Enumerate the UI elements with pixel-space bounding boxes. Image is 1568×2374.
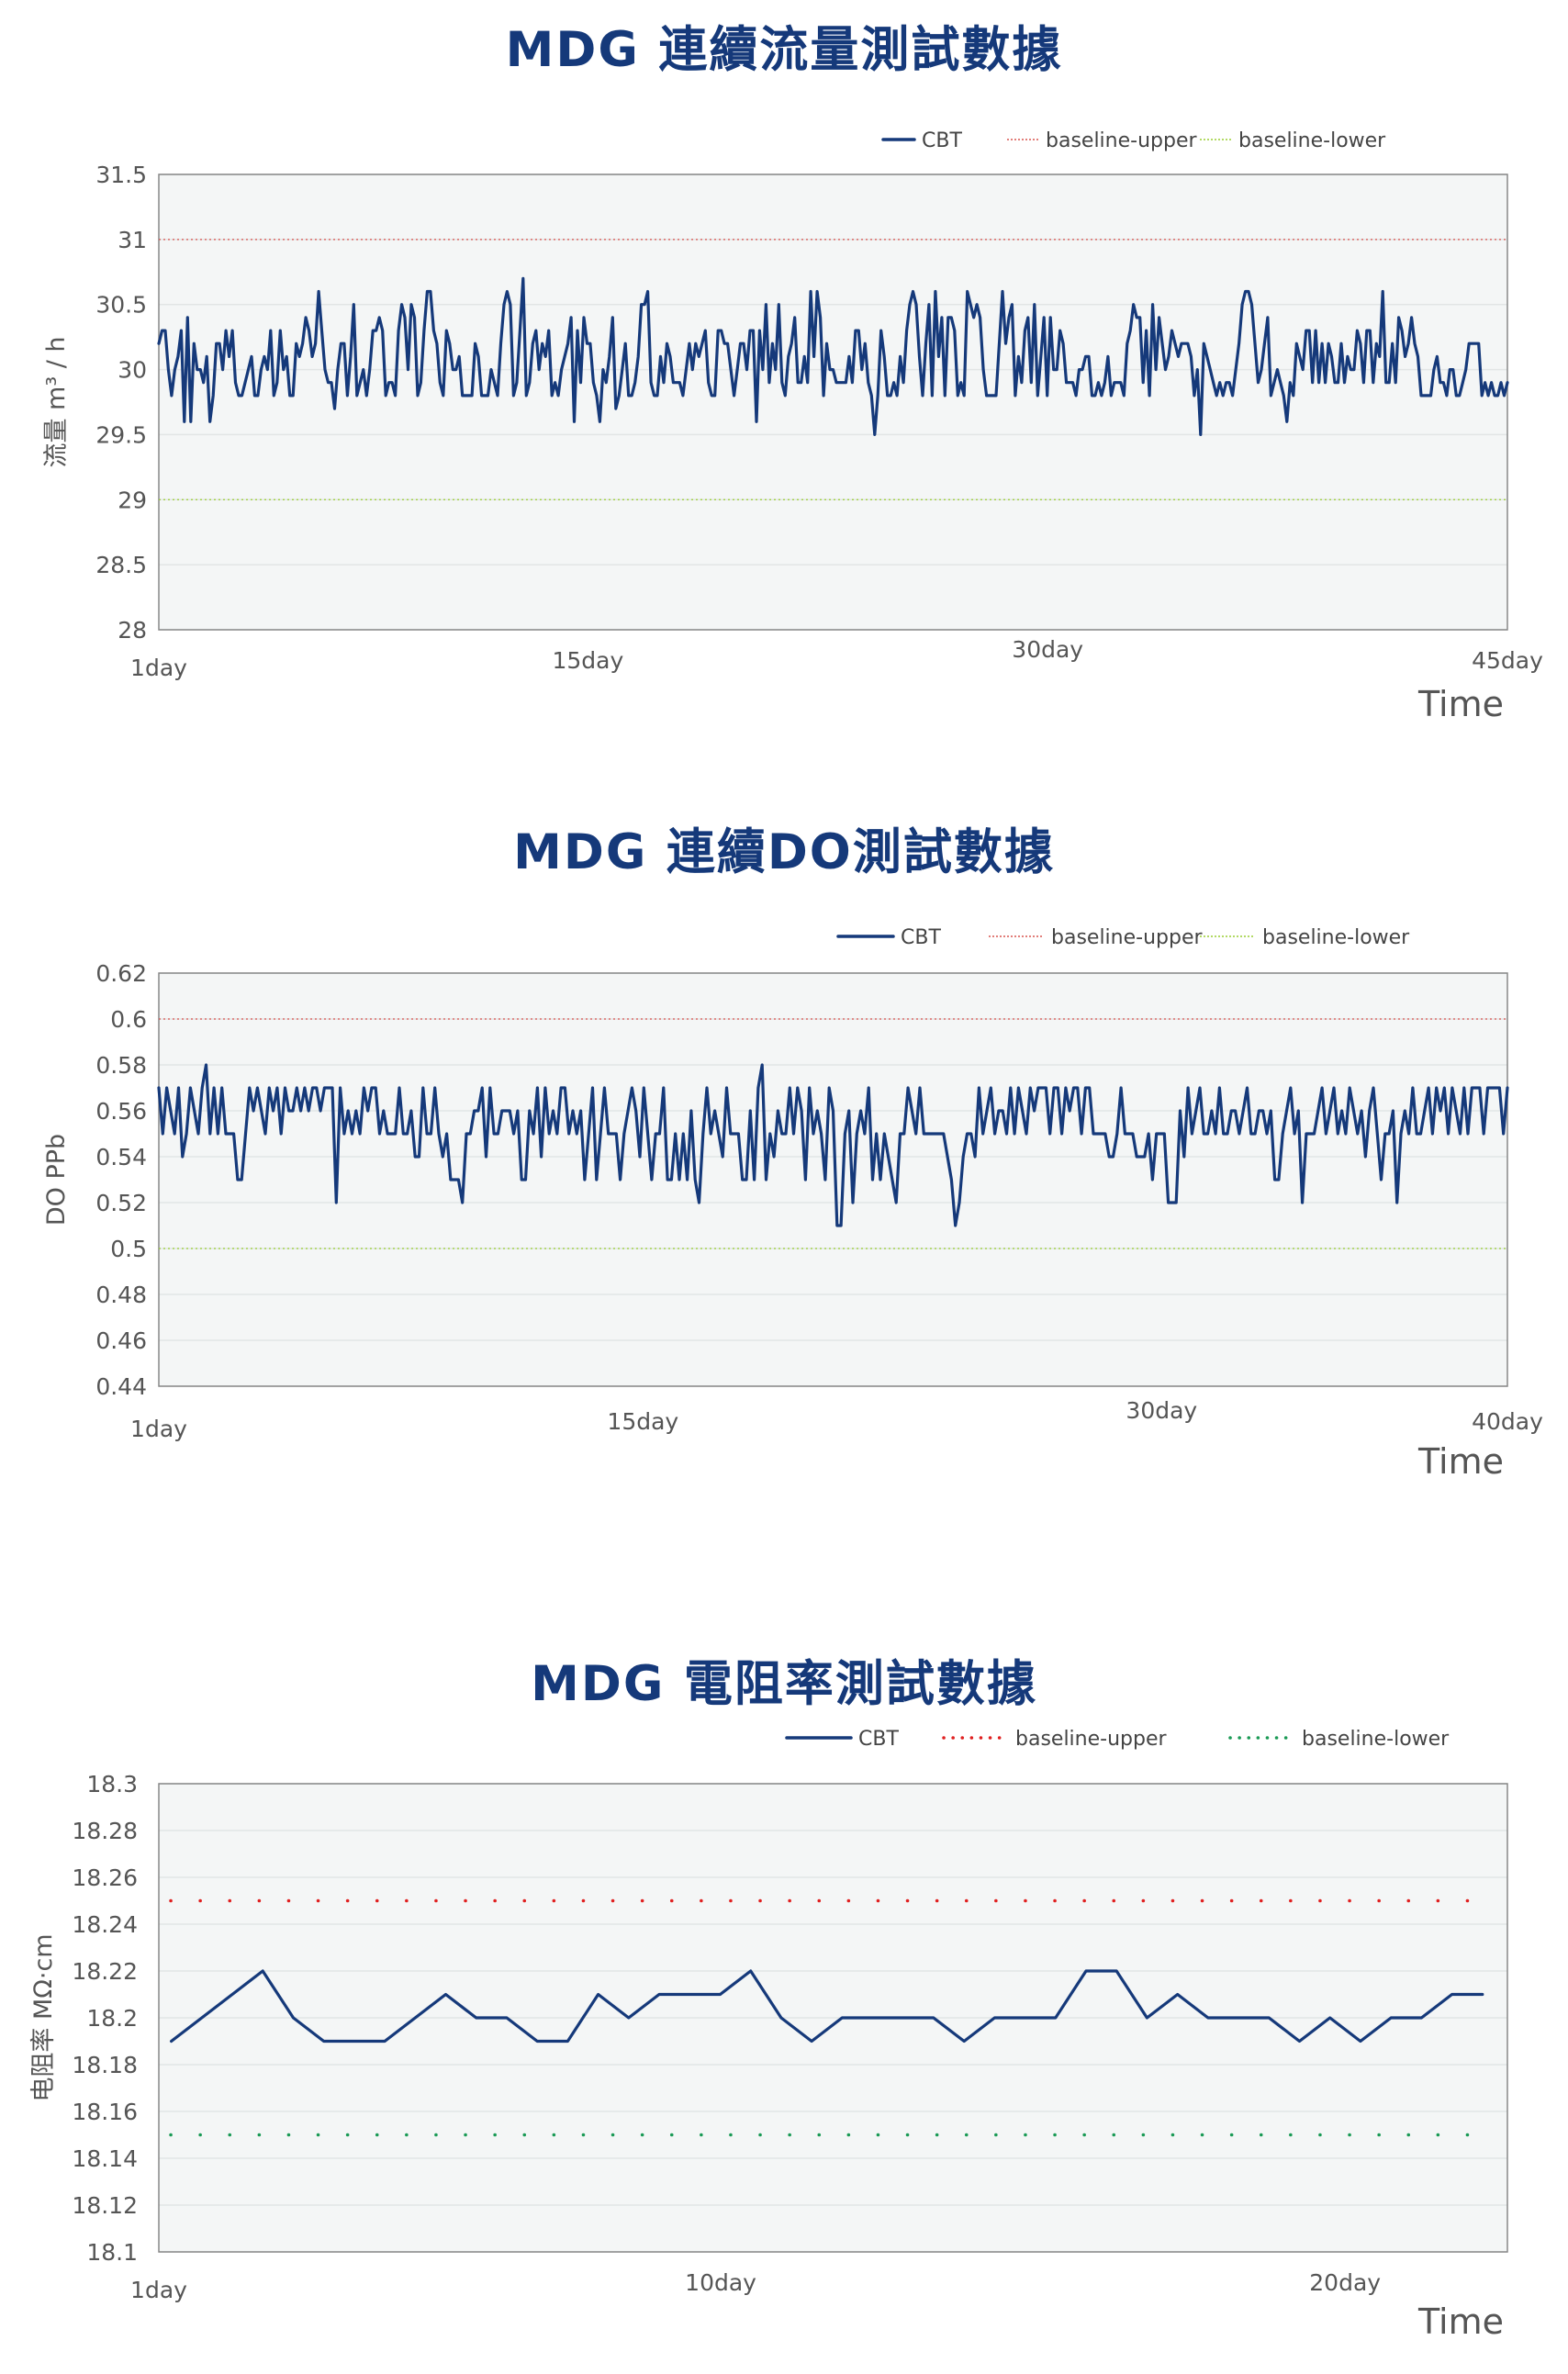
y-tick-label: 0.44: [95, 1373, 147, 1400]
resistivity-chart: MDG 電阻率測試數據 18.1 18.12 18.14 18.16 18.18 18.2…: [0, 1616, 1568, 2374]
x-axis-label: Time: [1418, 684, 1504, 724]
chart-title: MDG 連續流量測試數據: [505, 22, 1063, 78]
plot-border: [158, 972, 1508, 1387]
x-tick-label: 30day: [1012, 636, 1083, 663]
legend-label: baseline-upper: [1051, 926, 1203, 949]
x-axis-label: Time: [1418, 2301, 1504, 2342]
plot-area: [159, 973, 1507, 1386]
do-chart: MDG 連續DO測試數據 0.44 0.46 0.48 0.5 0.52 0.54 0.56…: [0, 789, 1568, 1524]
y-axis-label: 电阻率 MΩ·cm: [29, 1933, 58, 2101]
y-tick-label: 18.22: [72, 1958, 138, 1985]
x-tick-label: 1day: [130, 1416, 187, 1442]
y-tick-label: 0.58: [95, 1052, 147, 1079]
x-tick-label: 45day: [1472, 647, 1543, 674]
legend-label: CBT: [858, 1728, 899, 1751]
legend-label: baseline-lower: [1302, 1728, 1450, 1751]
x-tick-label: 1day: [130, 655, 187, 681]
x-tick-label: 15day: [607, 1408, 678, 1435]
y-tick-label: 18.18: [72, 2052, 138, 2078]
y-tick-label: 0.46: [95, 1327, 147, 1354]
series-line: [170, 1969, 1484, 2044]
y-tick-label: 18.16: [72, 2099, 138, 2125]
x-tick-label: 10day: [685, 2269, 756, 2296]
y-tick-label: 0.54: [95, 1144, 147, 1170]
y-tick-label: 18.12: [72, 2192, 138, 2219]
y-tick-label: 18.24: [72, 1911, 138, 1938]
legend-label: CBT: [922, 129, 962, 152]
legend-label: baseline-upper: [1015, 1728, 1167, 1751]
plot-border: [158, 174, 1508, 631]
legend-label: baseline-lower: [1238, 129, 1386, 152]
legend-label: baseline-lower: [1262, 926, 1410, 949]
legend-label: baseline-upper: [1046, 129, 1197, 152]
y-tick-label: 28.5: [95, 552, 147, 578]
y-tick-label: 18.28: [72, 1818, 138, 1844]
y-tick-label: 0.48: [95, 1282, 147, 1308]
y-tick-label: 29.5: [95, 421, 147, 448]
x-tick-label: 15day: [553, 647, 624, 674]
y-tick-label: 18.2: [86, 2005, 138, 2032]
x-tick-label: 20day: [1309, 2269, 1381, 2296]
y-tick-label: 28: [118, 617, 147, 644]
y-tick-label: 18.14: [72, 2145, 138, 2172]
legend-label: CBT: [901, 926, 941, 949]
plot-border: [158, 1783, 1508, 2253]
x-tick-label: 30day: [1126, 1397, 1197, 1424]
y-tick-label: 0.5: [110, 1236, 147, 1262]
do-chart-plot: 0.44 0.46 0.48 0.5 0.52 0.54 0.56 0.58 0.6 0.62 DO…: [42, 926, 1543, 1442]
y-tick-label: 0.52: [95, 1190, 147, 1216]
y-tick-label: 18.1: [86, 2239, 138, 2266]
series-line: [157, 1063, 1509, 1227]
resistivity-chart-plot: 18.1 18.12 18.14 18.16 18.18 18.2 18.22 18.24 18…: [29, 1728, 1508, 2303]
y-axis-label: DO PPb: [42, 1134, 71, 1226]
x-axis-label: Time: [1418, 1441, 1504, 1482]
y-tick-label: 18.26: [72, 1864, 138, 1891]
y-tick-label: 18.3: [86, 1771, 138, 1797]
y-tick-label: 0.56: [95, 1098, 147, 1125]
chart-title: MDG 連續DO測試數據: [513, 824, 1055, 880]
y-tick-label: 31.5: [95, 162, 147, 188]
x-tick-label: 40day: [1472, 1408, 1543, 1435]
y-tick-label: 31: [118, 227, 147, 253]
y-tick-label: 0.6: [110, 1006, 147, 1033]
flow-chart-plot: 28 28.5 29 29.5 30 30.5 31 31.5 流量 m³ / h 1day 15d…: [42, 129, 1543, 681]
x-tick-label: 1day: [130, 2277, 187, 2303]
y-axis-label: 流量 m³ / h: [42, 336, 71, 467]
y-tick-label: 30: [118, 357, 147, 384]
series-line: [157, 276, 1509, 436]
flow-chart: MDG 連續流量測試數據 28 28.5 29 29.5 30 30.5 31 31.5 流量 …: [0, 0, 1568, 734]
chart-title: MDG 電阻率測試數據: [531, 1656, 1037, 1712]
y-tick-label: 30.5: [95, 292, 147, 319]
y-tick-label: 0.62: [95, 960, 147, 987]
y-tick-label: 29: [118, 487, 147, 513]
plot-area: [159, 174, 1507, 630]
